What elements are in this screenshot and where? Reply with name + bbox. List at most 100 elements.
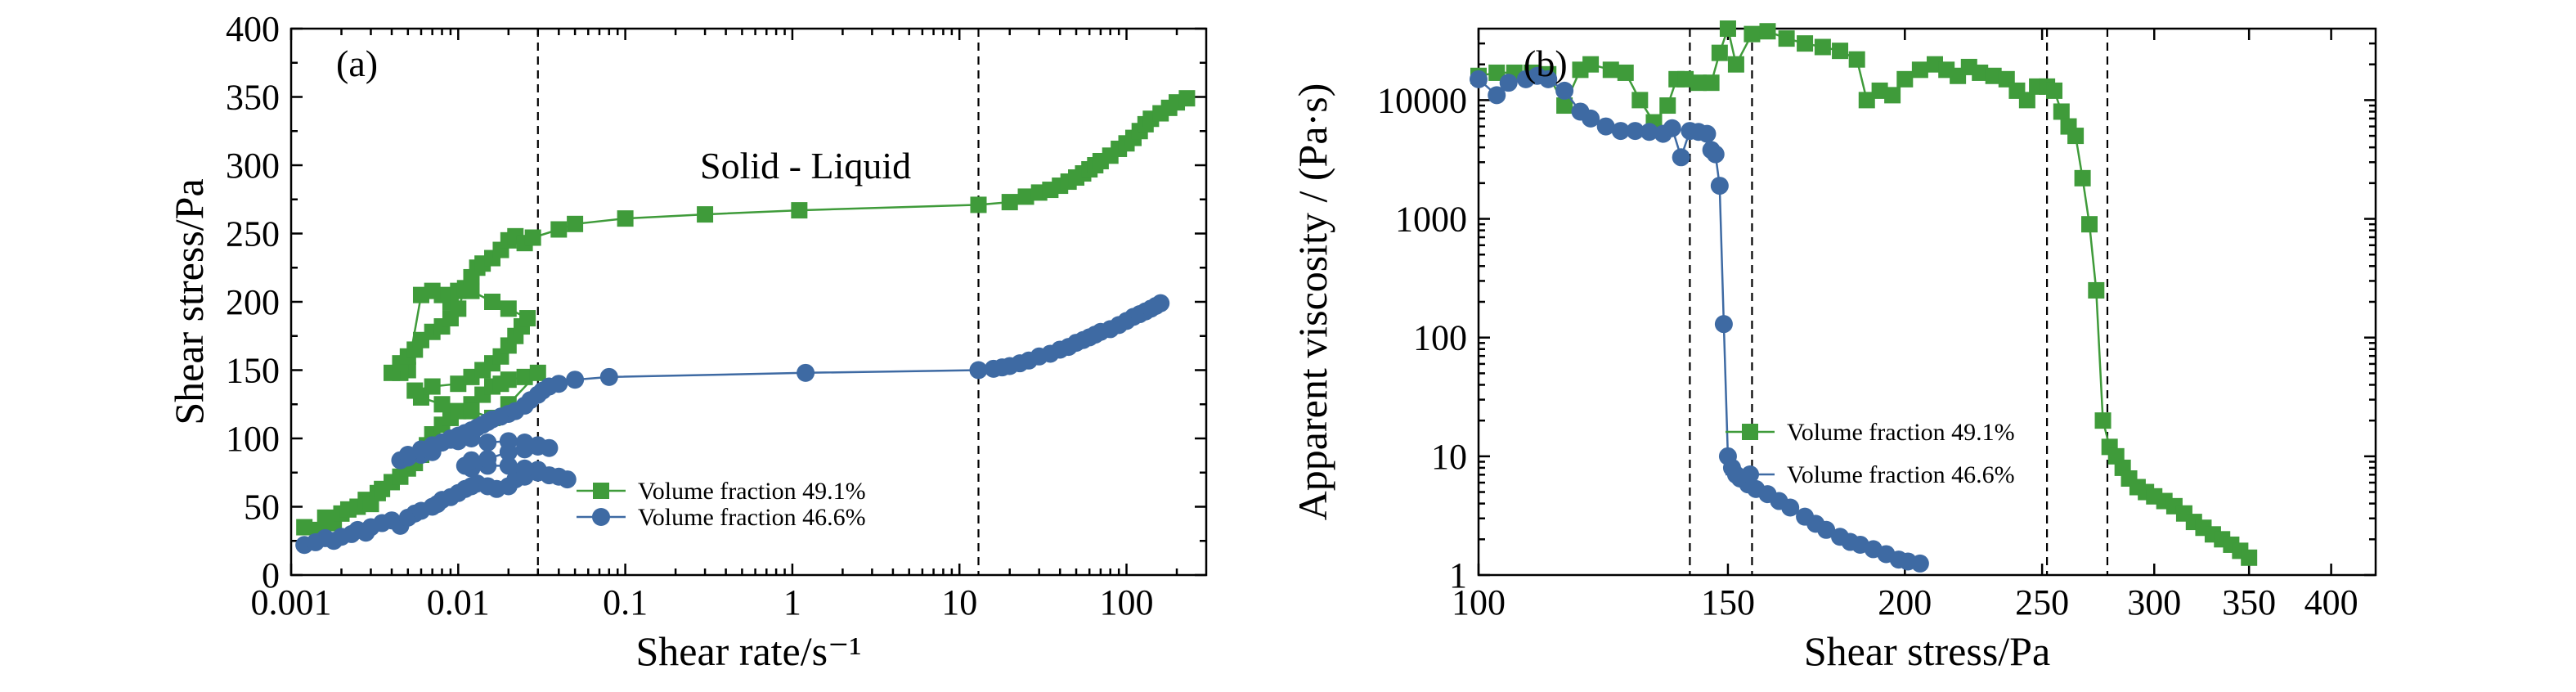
data-point-square-46: [2067, 128, 2085, 145]
x-tick-label: 250: [2015, 582, 2069, 622]
data-point-square-74: [567, 215, 584, 232]
data-point-square-17: [1711, 44, 1728, 61]
data-point-square-5: [1556, 97, 1573, 115]
x-tick-label: 200: [1878, 582, 1932, 622]
data-point-square-78: [970, 196, 987, 213]
panel-label: (b): [1524, 43, 1568, 84]
legend-label: Volume fraction 46.6%: [638, 504, 866, 531]
data-point-square-76: [697, 206, 714, 223]
chart-panel-b: 100 150 200 250 300 350 400 1 10 100 1000 10000 (b) S…: [1290, 20, 2377, 674]
data-point-square-35: [450, 375, 467, 393]
data-point-circle-18: [1698, 124, 1717, 143]
legend-label: Volume fraction 46.6%: [1787, 461, 2015, 488]
legend-label: Volume fraction 49.1%: [1787, 419, 2015, 446]
data-point-square-20: [450, 402, 467, 420]
data-point-square-77: [791, 202, 808, 219]
data-point-square-80: [1017, 188, 1034, 205]
series-line-1: [1478, 74, 1921, 565]
data-point-circle-14: [1663, 119, 1681, 137]
legend-label: Volume fraction 49.1%: [638, 478, 866, 505]
data-point-square-15: [1690, 74, 1708, 92]
data-point-square-29: [1884, 87, 1901, 104]
data-point-circle-12: [1640, 123, 1658, 142]
y-tick-label: 400: [226, 9, 280, 49]
data-point-circle-42: [1910, 554, 1929, 573]
data-point-circle-legend-1: [1741, 465, 1759, 483]
data-point-circle-2: [1499, 74, 1518, 92]
data-point-square-1: [1488, 64, 1506, 81]
data-point-square-67: [2241, 549, 2258, 566]
data-point-circle-22: [1714, 315, 1733, 334]
y-tick-label: 100: [226, 419, 280, 459]
y-axis-label: Shear stress/Pa: [166, 178, 212, 425]
data-point-square-8: [1602, 61, 1619, 79]
data-point-circle-1: [1488, 86, 1506, 105]
annotation-text: Solid - Liquid: [700, 145, 911, 186]
data-point-circle-47: [478, 434, 497, 452]
data-point-square-7: [1582, 56, 1600, 73]
data-point-square-21: [1759, 23, 1776, 40]
x-tick-label: 10: [941, 582, 977, 622]
data-point-circle-78: [599, 367, 618, 386]
data-point-square-75: [617, 210, 634, 227]
data-point-circle-15: [1672, 148, 1690, 167]
y-axis-label: Apparent viscosity / (Pa·s): [1290, 83, 1335, 521]
data-point-square-37: [1985, 67, 2002, 84]
data-point-circle-31: [1781, 498, 1800, 517]
y-tick-label: 10000: [1377, 80, 1467, 120]
data-point-circle-77: [566, 371, 585, 389]
data-point-circle-5: [1539, 70, 1558, 88]
data-point-circle-45: [515, 434, 534, 452]
data-point-square-18: [1719, 20, 1736, 37]
data-point-square-25: [1832, 43, 1849, 60]
x-tick-label: 350: [2222, 582, 2276, 622]
y-tick-label: 1: [1449, 555, 1467, 595]
data-point-square-73: [550, 221, 568, 238]
data-point-circle-10: [1611, 122, 1630, 141]
data-point-circle-6: [1555, 81, 1574, 100]
data-point-circle-11: [1626, 122, 1645, 141]
data-point-square-23: [1797, 35, 1814, 52]
data-point-square-25: [500, 371, 517, 389]
y-tick-label: 0: [262, 555, 280, 595]
x-axis-label: Shear stress/Pa: [1804, 628, 2050, 674]
data-point-square-14: [1677, 70, 1694, 88]
x-tick-label: 150: [1701, 582, 1755, 622]
data-point-circle-0: [1470, 70, 1488, 88]
data-point-circle-33: [515, 459, 534, 478]
data-point-square-51: [412, 286, 429, 303]
data-point-circle-legend-1: [592, 508, 610, 526]
data-point-circle-80: [969, 361, 988, 380]
data-point-square-47: [2074, 169, 2091, 186]
data-point-square-100: [1178, 90, 1196, 107]
data-point-square-19: [1727, 56, 1744, 73]
data-point-square-40: [2018, 92, 2035, 109]
data-point-circle-79: [797, 363, 815, 382]
data-point-square-33: [406, 382, 424, 399]
data-point-square-30: [463, 402, 480, 420]
data-point-square-10: [1631, 92, 1649, 109]
data-point-circle-76: [550, 375, 568, 393]
data-point-square-26: [1848, 51, 1865, 68]
data-point-square-50: [2094, 412, 2112, 429]
data-point-square-27: [529, 364, 546, 381]
data-point-circle-103: [1151, 294, 1170, 312]
y-tick-label: 10: [1431, 437, 1467, 477]
data-point-square-48: [2081, 216, 2098, 233]
data-point-square-legend-0: [1742, 424, 1758, 440]
data-point-square-49: [2088, 281, 2105, 299]
y-tick-label: 200: [226, 282, 280, 322]
x-tick-label: 0.1: [603, 582, 648, 622]
data-point-square-72: [524, 229, 541, 246]
data-point-square-62: [450, 300, 467, 317]
data-point-circle-9: [1596, 117, 1615, 136]
data-point-square-43: [2046, 82, 2063, 99]
data-point-square-79: [1001, 194, 1018, 211]
y-tick-label: 350: [226, 78, 280, 118]
data-point-square-30: [1896, 70, 1914, 88]
data-point-square-9: [1617, 64, 1634, 81]
data-point-square-34: [424, 378, 441, 395]
data-point-circle-8: [1582, 109, 1600, 128]
data-point-square-31: [1911, 61, 1928, 79]
